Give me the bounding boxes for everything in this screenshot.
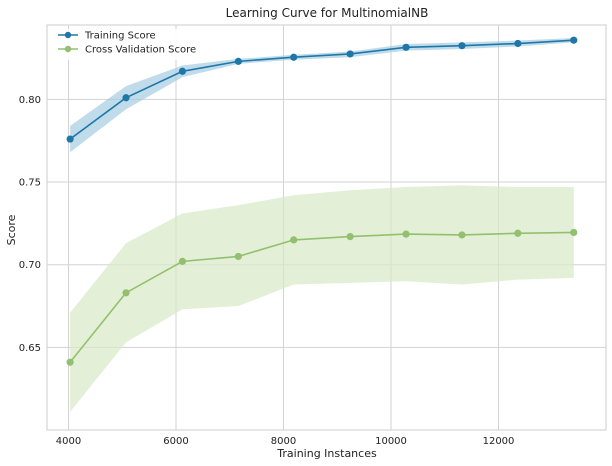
x-axis-label: Training Instances bbox=[276, 447, 377, 460]
training-score-point bbox=[178, 67, 187, 75]
x-tick-label: 6000 bbox=[163, 436, 188, 447]
x-tick-labels: 4000 6000 8000 10000 12000 bbox=[56, 436, 515, 447]
chart-title: Learning Curve for MultinomialNB bbox=[226, 6, 429, 20]
training-score-point bbox=[514, 39, 522, 48]
training-score-point bbox=[402, 43, 410, 51]
training-score-line bbox=[69, 39, 574, 140]
x-tick-label: 10000 bbox=[375, 436, 407, 447]
y-tick-label: 0.80 bbox=[19, 95, 41, 106]
series-lines bbox=[69, 39, 574, 363]
confidence-bands bbox=[70, 38, 574, 412]
training-score-point bbox=[290, 53, 298, 61]
y-tick-labels: 0.65 0.70 0.75 0.80 bbox=[19, 95, 41, 354]
training-score-point bbox=[570, 36, 578, 44]
y-tick-label: 0.65 bbox=[19, 343, 41, 354]
training-score-point bbox=[66, 135, 74, 143]
cross-validation-score-point bbox=[402, 230, 410, 238]
training-score-legend-label: Training Score bbox=[84, 31, 156, 42]
y-tick-label: 0.70 bbox=[19, 260, 41, 271]
x-tick-label: 4000 bbox=[56, 436, 81, 447]
cross-validation-score-line bbox=[69, 231, 574, 363]
cross-validation-score-legend-marker bbox=[64, 45, 72, 53]
cross-validation-score-point bbox=[570, 228, 578, 237]
cross-validation-score-point bbox=[346, 232, 354, 241]
training-score-band bbox=[70, 38, 574, 153]
legend: Training Score Cross Validation Score bbox=[54, 29, 196, 60]
cross-validation-score-band bbox=[70, 185, 574, 412]
legend-box bbox=[54, 29, 190, 60]
y-axis-label: Score bbox=[5, 214, 18, 245]
training-score-legend-marker bbox=[64, 31, 72, 39]
x-tick-label: 12000 bbox=[483, 436, 515, 447]
cross-validation-score-point bbox=[514, 229, 522, 237]
cross-validation-score-point bbox=[458, 231, 466, 239]
series-points bbox=[66, 36, 578, 366]
training-score-point bbox=[346, 50, 354, 58]
cross-validation-score-legend-label: Cross Validation Score bbox=[85, 45, 196, 56]
cross-validation-score-point bbox=[290, 236, 298, 244]
cross-validation-score-point bbox=[122, 289, 130, 297]
y-tick-label: 0.75 bbox=[19, 178, 41, 189]
cross-validation-score-point bbox=[178, 257, 187, 265]
training-score-point bbox=[234, 57, 242, 65]
training-score-point bbox=[122, 94, 130, 102]
cross-validation-score-point bbox=[66, 358, 74, 366]
x-tick-label: 8000 bbox=[271, 436, 296, 447]
cross-validation-score-point bbox=[234, 252, 242, 261]
training-score-point bbox=[458, 42, 466, 50]
